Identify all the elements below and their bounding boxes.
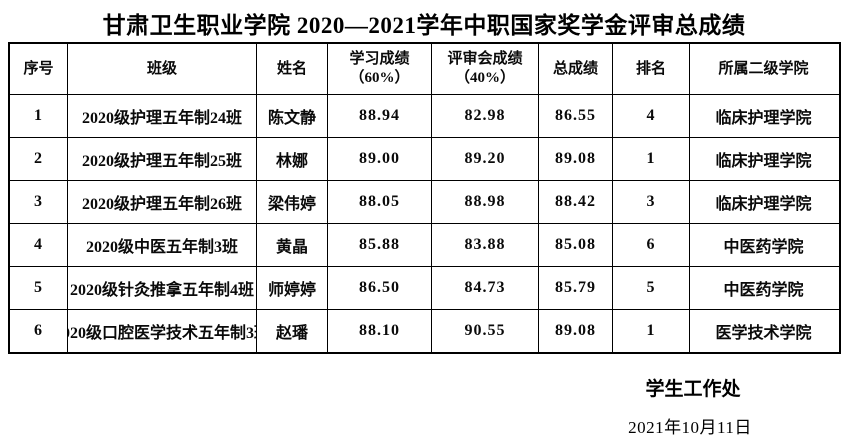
- cell-rank: 3: [612, 181, 689, 223]
- cell-class: 2020级护理五年制24班: [67, 95, 256, 137]
- cell-name: 赵璠: [256, 310, 327, 352]
- cell-class: 2020级针灸推拿五年制4班: [67, 267, 256, 309]
- cell-review-score: 88.98: [431, 181, 538, 223]
- cell-name: 陈文静: [256, 95, 327, 137]
- table-row: 5 2020级针灸推拿五年制4班 师婷婷 86.50 84.73 85.79 5…: [10, 266, 839, 309]
- cell-name: 师婷婷: [256, 267, 327, 309]
- cell-study-score: 89.00: [327, 138, 431, 180]
- cell-review-score: 84.73: [431, 267, 538, 309]
- cell-rank: 1: [612, 310, 689, 352]
- cell-serial: 2: [34, 150, 43, 167]
- cell-rank: 6: [612, 224, 689, 266]
- col-header-total-score: 总成绩: [538, 44, 612, 94]
- scores-table: 序号 班级 姓名 学习成绩 （60%） 评审会成绩 （40%） 总成绩 排名 所…: [8, 42, 841, 354]
- cell-college: 临床护理学院: [689, 138, 837, 180]
- table-header-row: 序号 班级 姓名 学习成绩 （60%） 评审会成绩 （40%） 总成绩 排名 所…: [10, 44, 839, 94]
- document-title: 甘肃卫生职业学院 2020—2021学年中职国家奖学金评审总成绩: [102, 13, 746, 38]
- col-header-rank: 排名: [612, 44, 689, 94]
- cell-college: 中医药学院: [689, 224, 837, 266]
- cell-rank: 4: [612, 95, 689, 137]
- cell-study-score: 86.50: [327, 267, 431, 309]
- col-header-class: 班级: [67, 44, 256, 94]
- col-header-college: 所属二级学院: [689, 44, 837, 94]
- table-row: 6 2020级口腔医学技术五年制3班 赵璠 88.10 90.55 89.08 …: [10, 309, 839, 352]
- table-row: 1 2020级护理五年制24班 陈文静 88.94 82.98 86.55 4 …: [10, 94, 839, 137]
- col-header-serial: 序号: [23, 60, 54, 77]
- cell-review-score: 89.20: [431, 138, 538, 180]
- cell-total-score: 89.08: [538, 310, 612, 352]
- table-row: 2 2020级护理五年制25班 林娜 89.00 89.20 89.08 1 临…: [10, 137, 839, 180]
- cell-name: 黄晶: [256, 224, 327, 266]
- cell-study-score: 88.94: [327, 95, 431, 137]
- table-row: 3 2020级护理五年制26班 梁伟婷 88.05 88.98 88.42 3 …: [10, 180, 839, 223]
- cell-class: 2020级护理五年制25班: [67, 138, 256, 180]
- col-header-study-score: 学习成绩 （60%）: [327, 44, 431, 94]
- cell-study-score: 88.10: [327, 310, 431, 352]
- cell-review-score: 83.88: [431, 224, 538, 266]
- cell-total-score: 86.55: [538, 95, 612, 137]
- cell-total-score: 88.42: [538, 181, 612, 223]
- cell-name: 梁伟婷: [256, 181, 327, 223]
- cell-rank: 5: [612, 267, 689, 309]
- cell-college: 临床护理学院: [689, 181, 837, 223]
- cell-serial: 3: [34, 193, 43, 210]
- cell-rank: 1: [612, 138, 689, 180]
- cell-college: 临床护理学院: [689, 95, 837, 137]
- cell-study-score: 88.05: [327, 181, 431, 223]
- cell-name: 林娜: [256, 138, 327, 180]
- cell-serial: 6: [34, 322, 43, 339]
- cell-review-score: 82.98: [431, 95, 538, 137]
- col-header-review-score: 评审会成绩 （40%）: [431, 44, 538, 94]
- cell-class: 2020级中医五年制3班: [67, 224, 256, 266]
- cell-college: 医学技术学院: [689, 310, 837, 352]
- cell-serial: 4: [34, 236, 43, 253]
- cell-serial: 1: [34, 107, 43, 124]
- cell-class: 2020级口腔医学技术五年制3班: [67, 310, 256, 352]
- cell-serial: 5: [34, 279, 43, 296]
- cell-total-score: 89.08: [538, 138, 612, 180]
- cell-total-score: 85.79: [538, 267, 612, 309]
- col-header-name: 姓名: [256, 44, 327, 94]
- signature-department: 学生工作处: [645, 379, 741, 400]
- cell-college: 中医药学院: [689, 267, 837, 309]
- cell-study-score: 85.88: [327, 224, 431, 266]
- cell-review-score: 90.55: [431, 310, 538, 352]
- cell-total-score: 85.08: [538, 224, 612, 266]
- table-row: 4 2020级中医五年制3班 黄晶 85.88 83.88 85.08 6 中医…: [10, 223, 839, 266]
- signature-date: 2021年10月11日: [628, 418, 752, 437]
- cell-class: 2020级护理五年制26班: [67, 181, 256, 223]
